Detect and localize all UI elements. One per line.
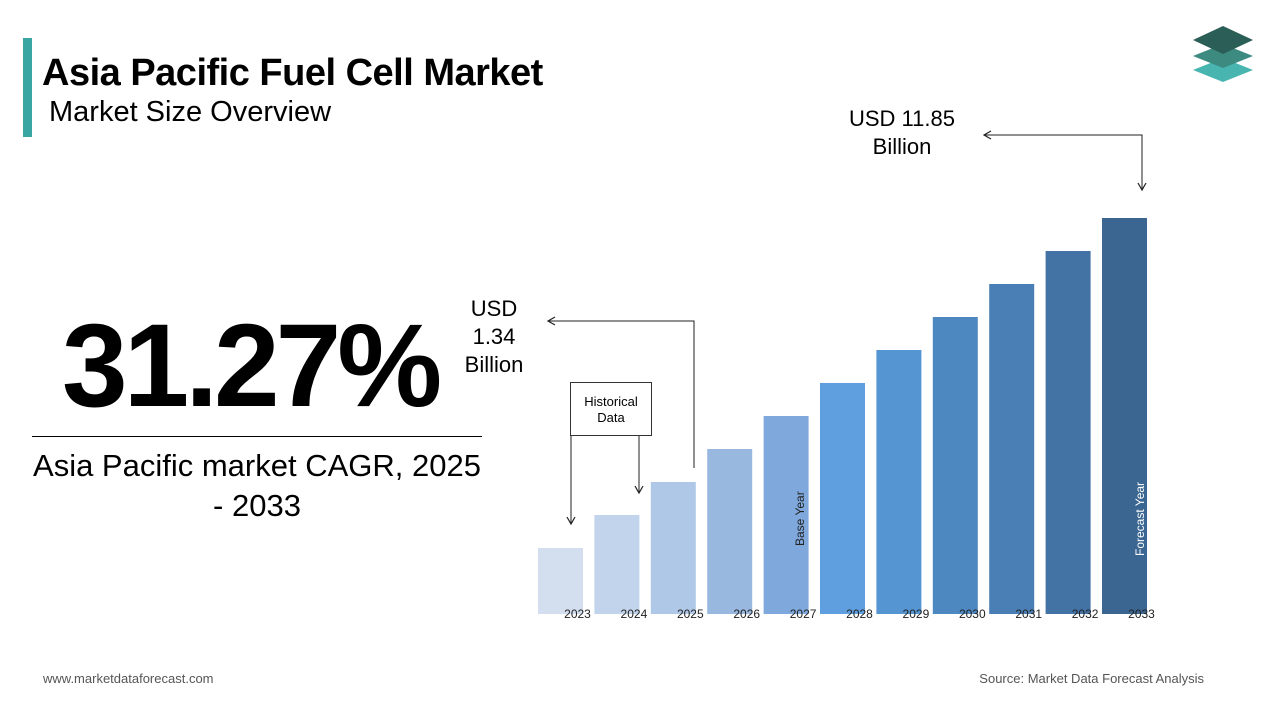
x-tick-label-2028: 2028 (846, 607, 873, 621)
x-tick-label-2026: 2026 (733, 607, 760, 621)
bar-2029 (876, 350, 922, 614)
x-tick-label-2033: 2033 (1128, 607, 1155, 621)
historical-data-box: Historical Data (570, 382, 652, 436)
x-tick-label-2029: 2029 (903, 607, 930, 621)
end-value-callout: USD 11.85 Billion (849, 106, 955, 159)
footer-website: www.marketdataforecast.com (43, 671, 214, 686)
bar-2028 (820, 383, 865, 614)
bar-2033 (1102, 218, 1147, 614)
chart-bars (538, 218, 1147, 614)
x-tick-label-2025: 2025 (677, 607, 704, 621)
cagr-value: 31.27% (62, 300, 442, 432)
x-tick-label-2032: 2032 (1072, 607, 1099, 621)
bar-2030 (932, 317, 978, 614)
bar-2023 (538, 548, 583, 614)
x-tick-label-2023: 2023 (564, 607, 591, 621)
bar-2024 (594, 515, 640, 614)
page-subtitle: Market Size Overview (49, 96, 332, 128)
bar-2026 (707, 449, 753, 614)
x-tick-label-2030: 2030 (959, 607, 986, 621)
bar-2027 (763, 416, 809, 614)
page-title: Asia Pacific Fuel Cell Market (42, 52, 543, 94)
logo-layer-top (1193, 26, 1253, 54)
logo-layer-bottom (1193, 58, 1253, 82)
bar-2032 (1045, 251, 1091, 614)
logo-layer-middle (1193, 44, 1253, 68)
title-accent-bar (23, 38, 32, 137)
arrow-end-value (982, 130, 1147, 192)
divider (32, 436, 482, 437)
cagr-label: Asia Pacific market CAGR, 2025 - 2033 (33, 448, 481, 523)
forecast-year-label: Forecast Year (1133, 482, 1147, 556)
bar-2025 (650, 482, 696, 614)
x-tick-labels: 2023 2024 2025 2026 2027 2028 2029 2030 2031 2032… (564, 607, 1155, 621)
base-year-label: Base Year (793, 491, 807, 546)
x-tick-label-2031: 2031 (1015, 607, 1042, 621)
start-value-callout: USD 1.34 Billion (464, 296, 524, 377)
chart-annotations: Base Year Forecast Year (546, 130, 1147, 556)
footer-source: Source: Market Data Forecast Analysis (979, 671, 1204, 686)
x-tick-label-2024: 2024 (621, 607, 648, 621)
x-tick-label-2027: 2027 (790, 607, 817, 621)
bar-2031 (989, 284, 1035, 614)
arrow-start-value (546, 316, 695, 468)
layers-logo-icon (1193, 26, 1253, 82)
